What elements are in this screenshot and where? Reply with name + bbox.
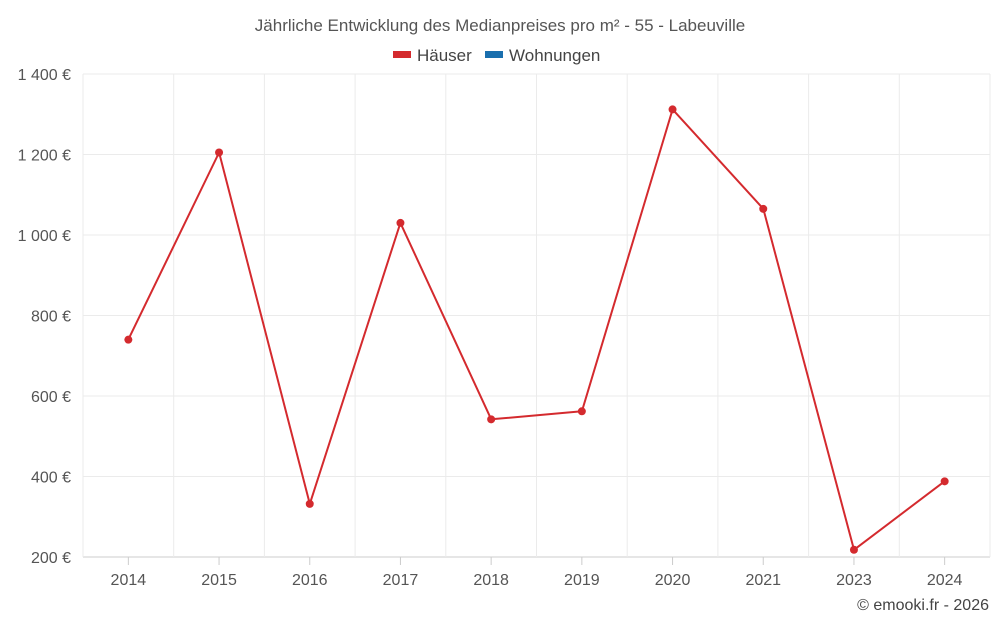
grid <box>82 73 991 558</box>
x-tick-label: 2014 <box>111 572 147 589</box>
data-point <box>668 105 677 114</box>
y-axis: 200 € 400 € 600 € 800 € 1 000 € 1 200 € 1 400 … <box>18 67 71 567</box>
legend-swatch-haeuser <box>393 51 411 58</box>
x-tick-label: 2021 <box>745 572 781 589</box>
legend-label-haeuser[interactable]: Häuser <box>417 46 472 65</box>
y-tick-label: 1 200 € <box>18 148 71 165</box>
data-point <box>759 204 768 213</box>
series-line-haeuser <box>127 108 946 551</box>
data-point <box>305 499 314 508</box>
y-tick-label: 600 € <box>31 389 71 406</box>
data-point <box>396 218 405 227</box>
chart-title: Jährliche Entwicklung des Medianpreises … <box>255 16 745 35</box>
data-point <box>577 407 586 416</box>
credit: © emooki.fr - 2026 <box>857 597 989 614</box>
x-tick-label: 2015 <box>201 572 237 589</box>
x-tick-label: 2018 <box>473 572 509 589</box>
x-tick-label: 2024 <box>927 572 963 589</box>
x-tick-label: 2020 <box>655 572 691 589</box>
series-haeuser <box>124 105 949 554</box>
data-point <box>215 148 224 157</box>
x-tick-label: 2019 <box>564 572 600 589</box>
y-tick-label: 1 400 € <box>18 67 71 84</box>
y-tick-label: 1 000 € <box>18 228 71 245</box>
x-tick-label: 2016 <box>292 572 328 589</box>
data-point <box>487 415 496 424</box>
data-point <box>124 335 133 344</box>
y-tick-label: 800 € <box>31 309 71 326</box>
x-axis: 2014 2015 2016 2017 2018 2019 2020 2021 2023 2024 <box>111 557 963 589</box>
legend-label-wohnungen[interactable]: Wohnungen <box>509 46 600 65</box>
y-tick-label: 200 € <box>31 550 71 567</box>
data-point <box>940 477 949 486</box>
y-tick-label: 400 € <box>31 470 71 487</box>
x-tick-label: 2017 <box>383 572 419 589</box>
legend-swatch-wohnungen <box>485 51 503 58</box>
data-point <box>849 545 858 554</box>
legend: Häuser Wohnungen <box>393 46 600 65</box>
x-tick-label: 2023 <box>836 572 872 589</box>
